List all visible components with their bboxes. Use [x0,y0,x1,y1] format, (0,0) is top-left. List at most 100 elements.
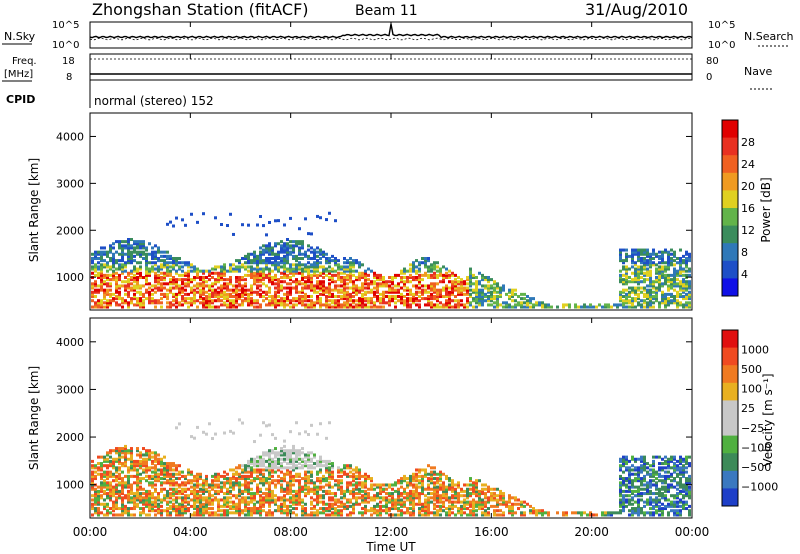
heatmap-cell [487,280,490,284]
heatmap-cell [226,297,229,301]
heatmap-cell [439,487,442,491]
heatmap-cell [622,273,625,277]
heatmap-cell [643,256,646,260]
heatmap-cell [184,494,187,498]
heatmap-cell [541,513,544,517]
heatmap-cell [160,477,163,481]
heatmap-cell [244,299,247,303]
heatmap-cell [253,275,256,279]
heatmap-cell [508,509,511,513]
heatmap-cell [277,278,280,282]
heatmap-cell [283,479,286,483]
heatmap-cell [307,267,310,271]
heatmap-cell [682,254,685,258]
heatmap-cell [142,498,145,502]
heatmap-cell [445,477,448,481]
heatmap-cell [325,470,328,474]
heatmap-cell [424,261,427,265]
heatmap-cell [271,256,274,260]
heatmap-cell [358,472,361,476]
heatmap-cell [262,273,265,277]
heatmap-cell [319,288,322,292]
heatmap-cell [403,303,406,307]
heatmap-cell [601,511,604,515]
heatmap-cell [271,459,274,463]
heatmap-cell [430,301,433,305]
heatmap-cell [196,479,199,483]
heatmap-cell [313,498,316,502]
heatmap-cell [520,513,523,517]
heatmap-cell [511,496,514,500]
heatmap-cell [301,242,304,246]
heatmap-cell [358,265,361,269]
heatmap-cell [373,511,376,515]
heatmap-cell [367,273,370,277]
cpid-label: CPID [6,93,35,106]
heatmap-cell [154,500,157,504]
heatmap-cell [184,477,187,481]
heatmap-cell [130,468,133,472]
heatmap-cell [262,421,265,425]
heatmap-cell [391,507,394,511]
heatmap-cell [343,303,346,307]
heatmap-cell [202,513,205,517]
heatmap-cell [433,288,436,292]
heatmap-cell [469,294,472,298]
heatmap-cell [511,288,514,292]
heatmap-cell [190,513,193,517]
heatmap-cell [328,275,331,279]
heatmap-cell [655,297,658,301]
heatmap-cell [292,494,295,498]
heatmap-cell [295,286,298,290]
heatmap-cell [292,256,295,260]
heatmap-cell [262,479,265,483]
heatmap-cell [448,269,451,273]
heatmap-cell [508,500,511,504]
heatmap-cell [649,263,652,267]
heatmap-cell [121,449,124,453]
heatmap-cell [181,282,184,286]
heatmap-cell [97,500,100,504]
heatmap-cell [283,500,286,504]
heatmap-cell [277,242,280,246]
heatmap-cell [388,280,391,284]
heatmap-cell [310,472,313,476]
heatmap-cell [154,299,157,303]
heatmap-cell [283,280,286,284]
heatmap-cell [121,252,124,256]
heatmap-cell [688,305,691,309]
heatmap-cell [328,256,331,260]
heatmap-cell [307,305,310,309]
heatmap-cell [262,481,265,485]
heatmap-cell [496,282,499,286]
heatmap-cell [361,271,364,275]
heatmap-cell [271,466,274,470]
heatmap-cell [109,273,112,277]
heatmap-cell [352,468,355,472]
heatmap-cell [241,284,244,288]
heatmap-cell [376,297,379,301]
heatmap-cell [286,303,289,307]
heatmap-cell [295,494,298,498]
heatmap-cell [172,464,175,468]
heatmap-cell [184,489,187,493]
heatmap-cell [301,240,304,244]
heatmap-cell [304,303,307,307]
heatmap-cell [454,278,457,282]
heatmap-cell [340,492,343,496]
heatmap-cell [148,474,151,478]
heatmap-cell [679,267,682,271]
heatmap-cell [208,507,211,511]
heatmap-cell [205,511,208,515]
heatmap-cell [394,507,397,511]
heatmap-cell [355,259,358,263]
heatmap-cell [292,507,295,511]
heatmap-cell [307,261,310,265]
heatmap-cell [448,297,451,301]
heatmap-cell [316,301,319,305]
heatmap-cell [136,271,139,275]
heatmap-cell [283,439,286,443]
heatmap-cell [400,479,403,483]
heatmap-cell [178,502,181,506]
heatmap-cell [148,457,151,461]
